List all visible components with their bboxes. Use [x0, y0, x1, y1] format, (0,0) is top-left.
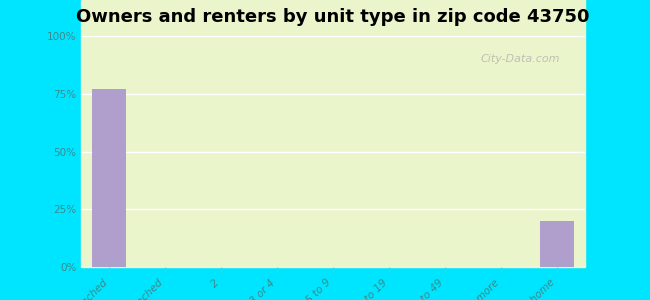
- Bar: [540, 221, 574, 267]
- Text: City-Data.com: City-Data.com: [480, 55, 560, 64]
- Bar: [81, 0, 585, 36]
- Bar: [92, 89, 126, 267]
- Title: Owners and renters by unit type in zip code 43750: Owners and renters by unit type in zip c…: [77, 8, 590, 26]
- Bar: [81, 36, 585, 267]
